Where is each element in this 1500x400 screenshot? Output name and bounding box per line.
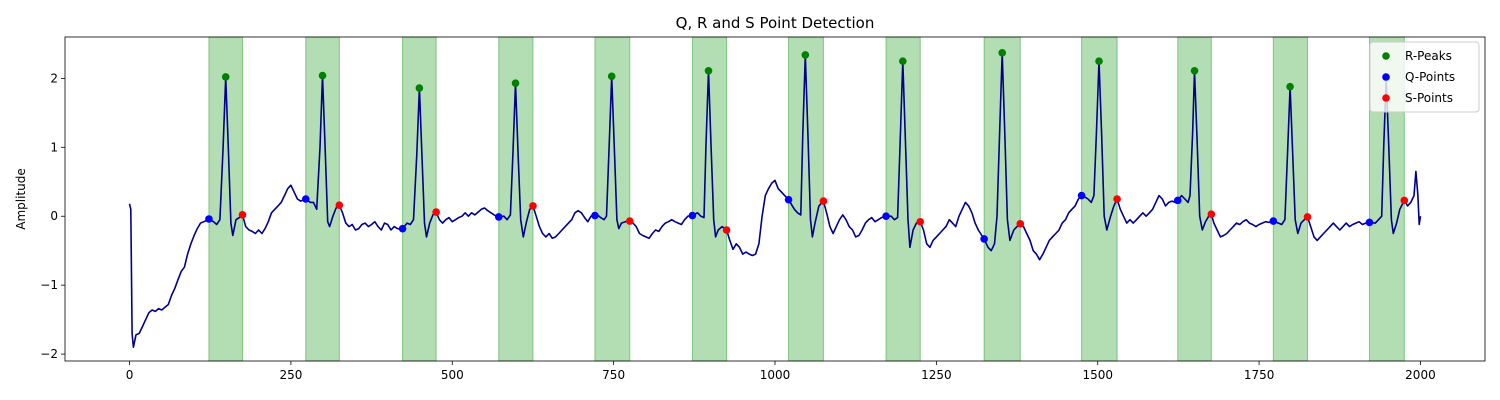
- r-peak-marker: [607, 72, 616, 81]
- s-point-marker: [238, 211, 247, 219]
- chart-title: Q, R and S Point Detection: [676, 14, 875, 32]
- q-point-marker: [1173, 196, 1182, 205]
- y-axis-label: Amplitude: [14, 168, 28, 230]
- axes: 0 250 500 750 1000 1250 1500 1750 2000 −2 −1 0 1 2: [40, 71, 1435, 382]
- q-point-marker: [784, 195, 793, 204]
- r-peak-marker: [1286, 82, 1294, 91]
- q-point-marker: [1269, 217, 1278, 225]
- legend-box: [1369, 41, 1480, 113]
- y-tick-label: 0: [50, 209, 58, 223]
- s-point-marker: [1303, 213, 1312, 221]
- s-point-marker: [625, 217, 634, 225]
- q-point-marker: [980, 235, 988, 243]
- s-point-marker: [1113, 195, 1121, 203]
- q-point-marker: [1365, 218, 1374, 227]
- legend: R-Peaks Q-Points S-Points: [1369, 41, 1480, 113]
- q-point-marker: [688, 211, 697, 220]
- y-tick-label: 1: [50, 140, 58, 154]
- qrs-shaded-region: [983, 36, 1021, 362]
- q-point-marker: [1077, 191, 1086, 200]
- s-point-marker: [1207, 210, 1216, 218]
- s-point-marker: [335, 201, 344, 210]
- y-tick-label: −1: [40, 278, 58, 292]
- qrs-shaded-regions: [208, 36, 1405, 362]
- x-tick-label: 0: [126, 368, 134, 382]
- legend-label: R-Peaks: [1405, 49, 1452, 63]
- r-peak-marker: [899, 57, 907, 65]
- r-peak-marker: [1095, 57, 1103, 65]
- q-point-marker: [591, 211, 599, 220]
- r-peak-marker: [801, 51, 810, 59]
- detected-points: [205, 49, 1409, 243]
- r-peak-marker: [998, 49, 1006, 57]
- legend-marker: [1382, 52, 1390, 60]
- s-point-marker: [819, 197, 828, 205]
- x-tick-label: 750: [602, 368, 625, 382]
- q-point-marker: [494, 213, 503, 221]
- y-tick-label: −2: [40, 347, 58, 361]
- x-tick-label: 1750: [1244, 368, 1275, 382]
- s-point-marker: [916, 217, 925, 226]
- x-tick-label: 1500: [1082, 368, 1113, 382]
- s-point-marker: [529, 202, 537, 210]
- legend-label: Q-Points: [1405, 70, 1455, 84]
- s-point-marker: [432, 208, 440, 216]
- plot-frame: [64, 36, 1486, 362]
- x-tick-label: 1250: [921, 368, 952, 382]
- s-point-marker: [1016, 220, 1025, 228]
- s-point-marker: [1400, 196, 1409, 205]
- x-tick-label: 500: [441, 368, 464, 382]
- legend-marker: [1382, 94, 1390, 102]
- q-point-marker: [882, 212, 890, 221]
- x-tick-label: 250: [279, 368, 302, 382]
- r-peak-marker: [318, 71, 327, 80]
- r-peak-marker: [221, 73, 230, 81]
- r-peak-marker: [704, 66, 713, 75]
- q-point-marker: [301, 195, 310, 203]
- q-point-marker: [205, 215, 213, 223]
- s-point-marker: [722, 226, 731, 234]
- r-peak-marker: [1190, 66, 1199, 75]
- x-tick-label: 1000: [760, 368, 791, 382]
- x-tick-label: 2000: [1405, 368, 1436, 382]
- y-tick-label: 2: [50, 71, 58, 85]
- legend-label: S-Points: [1405, 91, 1453, 105]
- legend-marker: [1382, 73, 1390, 81]
- r-peak-marker: [511, 79, 520, 87]
- q-point-marker: [398, 224, 407, 233]
- r-peak-marker: [415, 84, 424, 92]
